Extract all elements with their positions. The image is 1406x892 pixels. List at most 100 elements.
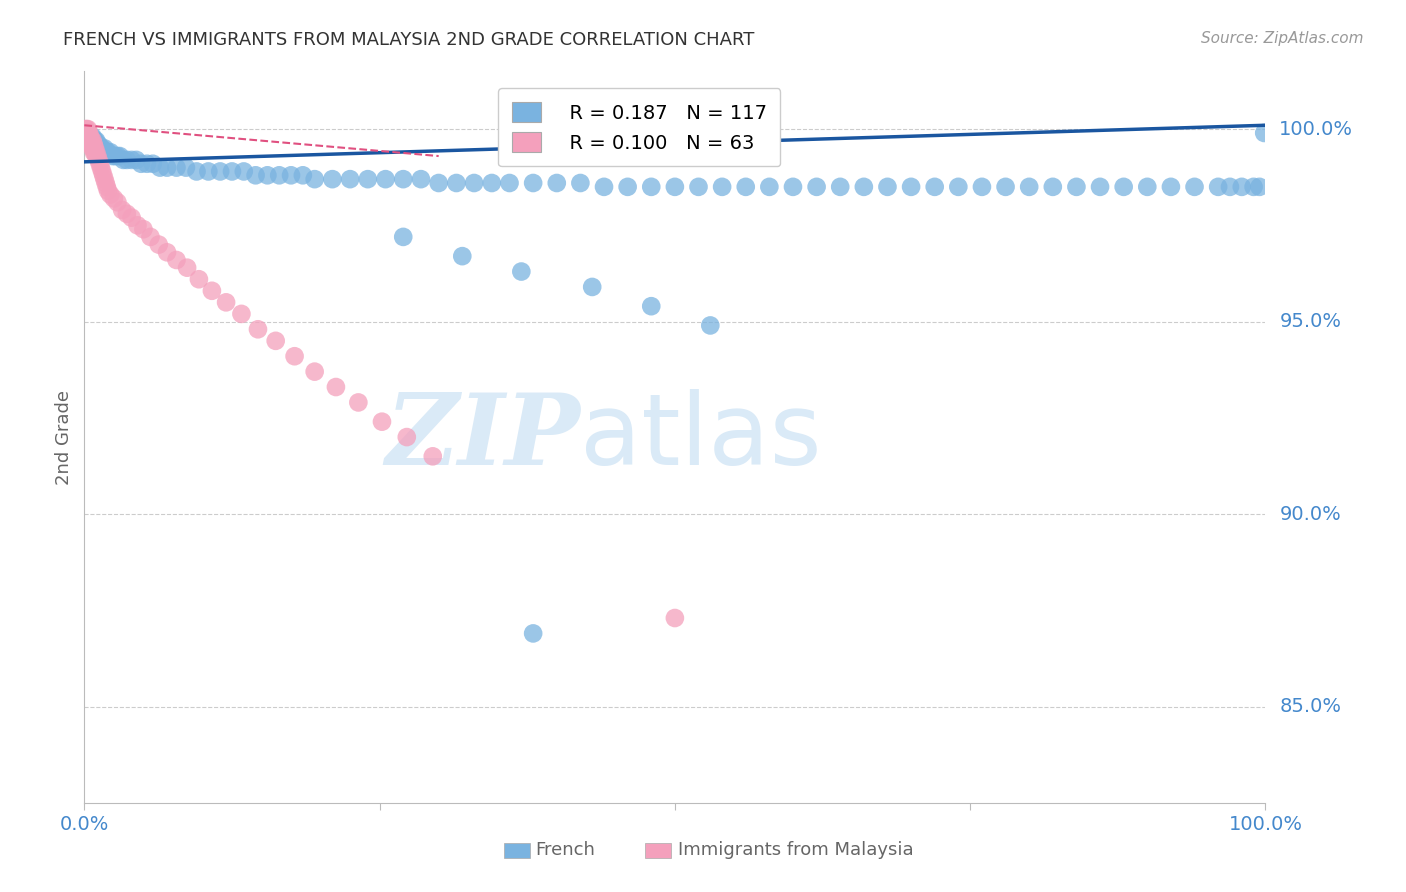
Point bbox=[1206, 179, 1229, 194]
Text: FRENCH VS IMMIGRANTS FROM MALAYSIA 2ND GRADE CORRELATION CHART: FRENCH VS IMMIGRANTS FROM MALAYSIA 2ND G… bbox=[63, 31, 755, 49]
Point bbox=[79, 129, 101, 144]
Point bbox=[371, 415, 394, 429]
Point bbox=[1230, 179, 1253, 194]
Text: ZIP: ZIP bbox=[385, 389, 581, 485]
Text: 100.0%: 100.0% bbox=[1279, 120, 1354, 138]
Point bbox=[75, 126, 97, 140]
Point bbox=[77, 129, 100, 144]
Point bbox=[125, 153, 148, 167]
Point bbox=[84, 141, 107, 155]
Point bbox=[688, 179, 710, 194]
Point bbox=[79, 134, 101, 148]
Point bbox=[156, 245, 179, 260]
Point bbox=[481, 176, 503, 190]
Point bbox=[75, 122, 97, 136]
Point bbox=[89, 141, 111, 155]
Point bbox=[806, 179, 828, 194]
Point bbox=[616, 179, 638, 194]
Point bbox=[269, 169, 291, 183]
Point bbox=[97, 145, 120, 160]
Point bbox=[149, 161, 172, 175]
Point bbox=[427, 176, 450, 190]
Point bbox=[132, 222, 155, 236]
Point bbox=[75, 129, 97, 144]
Text: Immigrants from Malaysia: Immigrants from Malaysia bbox=[679, 840, 914, 859]
Point bbox=[581, 280, 603, 294]
Point bbox=[924, 179, 946, 194]
Point bbox=[1243, 179, 1265, 194]
Point bbox=[246, 322, 269, 336]
Point bbox=[86, 149, 108, 163]
Point bbox=[1136, 179, 1159, 194]
Text: 90.0%: 90.0% bbox=[1279, 505, 1341, 524]
Point bbox=[98, 145, 121, 160]
Point bbox=[284, 349, 307, 363]
Point bbox=[76, 122, 98, 136]
Point bbox=[1088, 179, 1111, 194]
Point bbox=[97, 184, 120, 198]
Point bbox=[1253, 126, 1275, 140]
Point bbox=[156, 161, 179, 175]
Point bbox=[900, 179, 922, 194]
Point bbox=[75, 129, 97, 144]
Point bbox=[711, 179, 734, 194]
Point bbox=[197, 164, 219, 178]
Point bbox=[522, 626, 544, 640]
Point bbox=[357, 172, 380, 186]
Point bbox=[1066, 179, 1088, 194]
Point bbox=[304, 365, 326, 379]
Point bbox=[94, 176, 117, 190]
Point bbox=[107, 195, 129, 210]
Point bbox=[77, 134, 100, 148]
Point bbox=[91, 169, 114, 183]
Point bbox=[96, 145, 118, 160]
Point bbox=[80, 129, 103, 144]
Point bbox=[640, 299, 662, 313]
Point bbox=[83, 137, 105, 152]
Point bbox=[77, 134, 100, 148]
Point bbox=[87, 137, 110, 152]
Point bbox=[90, 141, 112, 155]
Point bbox=[593, 179, 616, 194]
Point bbox=[83, 145, 105, 160]
Point bbox=[77, 134, 100, 148]
Point bbox=[136, 157, 159, 171]
Point bbox=[215, 295, 238, 310]
Point bbox=[80, 134, 103, 148]
Point bbox=[231, 307, 253, 321]
Point bbox=[948, 179, 970, 194]
Point bbox=[77, 126, 100, 140]
Point bbox=[91, 145, 114, 160]
Point bbox=[121, 153, 143, 167]
Point bbox=[84, 134, 107, 148]
Point bbox=[121, 211, 143, 225]
Point bbox=[422, 450, 444, 464]
Point bbox=[101, 149, 124, 163]
Point bbox=[79, 137, 101, 152]
Point bbox=[280, 169, 302, 183]
Point bbox=[76, 126, 98, 140]
Point bbox=[79, 134, 101, 148]
Point bbox=[108, 149, 131, 163]
Point bbox=[347, 395, 370, 409]
Point bbox=[75, 126, 97, 140]
Point bbox=[112, 153, 135, 167]
Point bbox=[148, 237, 170, 252]
Point bbox=[1112, 179, 1135, 194]
Point bbox=[76, 134, 98, 148]
Point bbox=[451, 249, 474, 263]
Text: French: French bbox=[536, 840, 595, 859]
Point bbox=[166, 161, 188, 175]
Point bbox=[82, 134, 104, 148]
Point bbox=[94, 145, 117, 160]
Point bbox=[569, 176, 592, 190]
Point bbox=[83, 137, 105, 152]
Point bbox=[782, 179, 804, 194]
Text: 85.0%: 85.0% bbox=[1279, 697, 1341, 716]
Point bbox=[82, 137, 104, 152]
Point bbox=[91, 141, 114, 155]
Point bbox=[232, 164, 254, 178]
Point bbox=[93, 172, 115, 186]
Point bbox=[245, 169, 267, 183]
Point bbox=[142, 157, 165, 171]
